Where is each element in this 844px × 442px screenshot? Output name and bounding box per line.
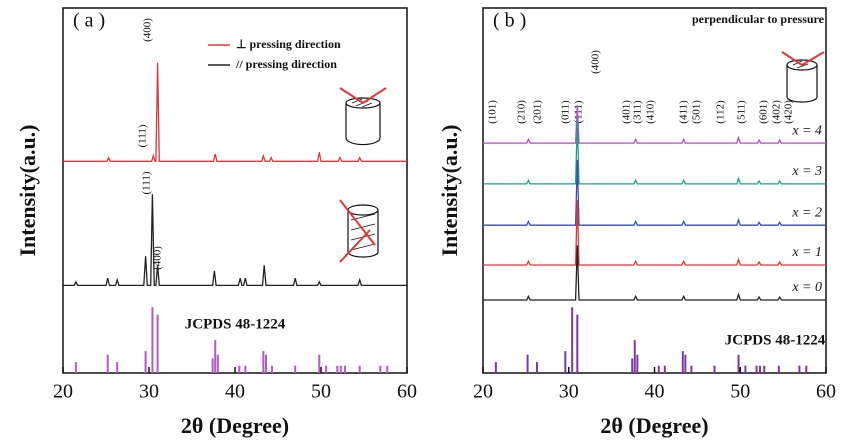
x-tick-label: 50 — [311, 381, 331, 403]
series-label: x = 3 — [791, 164, 822, 179]
icon-cylinder-perpendicular — [781, 51, 825, 103]
pattern-line — [483, 120, 826, 185]
peak-label: (111) — [137, 124, 149, 147]
peak-label: (201) — [532, 100, 544, 124]
peak-label: (601) — [758, 100, 770, 124]
series-label: x = 2 — [791, 205, 822, 220]
pattern-line — [63, 194, 407, 287]
peak-label: (400) — [142, 18, 154, 42]
peak-label: (111) — [573, 100, 585, 123]
legend-label: ⊥ pressing direction — [236, 37, 341, 51]
x-tick-label: 40 — [645, 381, 665, 403]
peak-label: (401) — [621, 100, 633, 124]
peak-label: (420) — [783, 100, 795, 124]
x-axis-label: 2θ (Degree) — [181, 413, 289, 438]
peak-label: (210) — [516, 100, 528, 124]
series-label: x = 1 — [791, 245, 822, 260]
peak-label: (101) — [487, 100, 499, 124]
y-axis-label: Intensity(a.u.) — [437, 124, 462, 256]
x-axis-label: 2θ (Degree) — [600, 413, 708, 438]
x-tick-label: 40 — [225, 381, 245, 403]
peak-label: (411) — [678, 100, 690, 124]
pattern-line — [483, 159, 826, 226]
panel-label: ( b ) — [493, 10, 526, 32]
series-label: x = 0 — [791, 280, 822, 295]
x-tick-label: 20 — [53, 381, 73, 403]
x-tick-label: 60 — [397, 381, 417, 403]
x-tick-label: 50 — [730, 381, 750, 403]
peak-label: (011) — [560, 100, 572, 124]
pattern-line — [63, 62, 407, 162]
peak-label: (511) — [736, 100, 748, 124]
x-tick-label: 60 — [816, 381, 836, 403]
reference-label: JCPDS 48-1224 — [725, 332, 826, 348]
pattern-line — [483, 199, 826, 266]
peak-label: (402) — [771, 100, 783, 124]
peak-label: (400) — [152, 246, 164, 270]
peak-label: (501) — [691, 100, 703, 124]
pattern-line — [483, 105, 826, 144]
peak-label: (311) — [632, 100, 644, 124]
y-axis-label: Intensity(a.u.) — [15, 124, 40, 256]
peak-label: (112) — [715, 100, 727, 124]
peak-label: (410) — [645, 100, 657, 124]
subtitle: perpendicular to pressure — [692, 12, 825, 26]
peak-label: (400) — [590, 50, 602, 74]
peak-label: (111) — [141, 171, 153, 194]
x-tick-label: 30 — [559, 381, 579, 403]
series-label: x = 4 — [791, 123, 822, 138]
x-tick-label: 20 — [473, 381, 493, 403]
legend-label: // pressing direction — [235, 57, 337, 71]
icon-cylinder-perpendicular — [339, 87, 387, 146]
pattern-line — [483, 245, 826, 301]
panel-label: ( a ) — [73, 10, 105, 32]
icon-cylinder-parallel — [339, 199, 379, 263]
plot-frame — [482, 7, 827, 374]
reference-label: JCPDS 48-1224 — [185, 316, 286, 332]
x-tick-label: 30 — [139, 381, 159, 403]
